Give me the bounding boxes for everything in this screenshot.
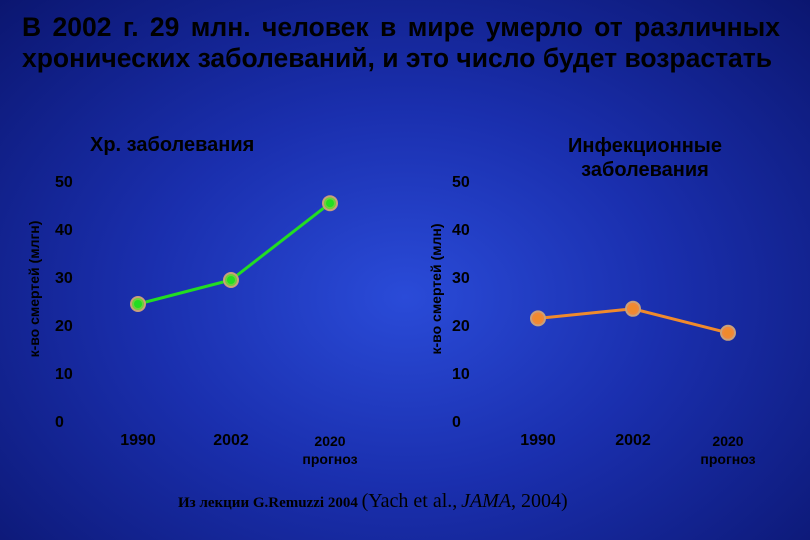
chronic-data-point-core	[326, 199, 334, 208]
chronic-y-tick-label: 40	[55, 222, 73, 239]
slide-title: В 2002 г. 29 млн. человек в мире умерло …	[22, 12, 780, 73]
infectious-y-tick-label: 10	[452, 366, 470, 383]
chronic-y-tick-label: 30	[55, 270, 73, 287]
infectious-y-tick-label: 50	[452, 174, 470, 191]
infectious-y-tick-label: 0	[452, 414, 461, 431]
chronic-data-point-core	[227, 276, 235, 284]
infectious-x-tick-label: 2020 прогноз	[700, 433, 756, 467]
chronic-y-tick-label: 0	[55, 414, 64, 431]
chronic-y-tick-label: 10	[55, 366, 73, 383]
infectious-data-point-core	[534, 314, 542, 323]
source-citation-close: , 2004)	[511, 490, 568, 512]
source-prefix: Из лекции G.Remuzzi 2004	[178, 495, 358, 511]
chronic-series-line	[137, 202, 331, 306]
infectious-data-point-core	[629, 304, 637, 313]
chronic-x-tick-label: 1990	[120, 432, 156, 449]
infectious-x-tick-label: 2002	[615, 432, 651, 449]
infectious-y-tick-label: 40	[452, 222, 470, 239]
infectious-y-tick-label: 20	[452, 318, 470, 335]
source-citation: Из лекции G.Remuzzi 2004 (Yach et al., J…	[178, 490, 778, 513]
chronic-x-tick-label: 2002	[213, 432, 249, 449]
chronic-y-tick-label: 50	[55, 174, 73, 191]
infectious-chart-title: Инфекционные заболевания	[568, 135, 722, 181]
chronic-x-tick-label: 2020 прогноз	[302, 433, 358, 467]
infectious-data-point-core	[724, 328, 732, 337]
chronic-data-point-core	[134, 300, 142, 308]
chronic-chart-title: Хр. заболевания	[90, 134, 255, 156]
infectious-x-tick-label: 1990	[520, 432, 556, 449]
chronic-y-tick-label: 20	[55, 318, 73, 335]
infectious-y-tick-label: 30	[452, 270, 470, 287]
source-citation-open: (Yach et al.,	[361, 490, 458, 512]
source-journal: JAMA	[461, 490, 512, 512]
